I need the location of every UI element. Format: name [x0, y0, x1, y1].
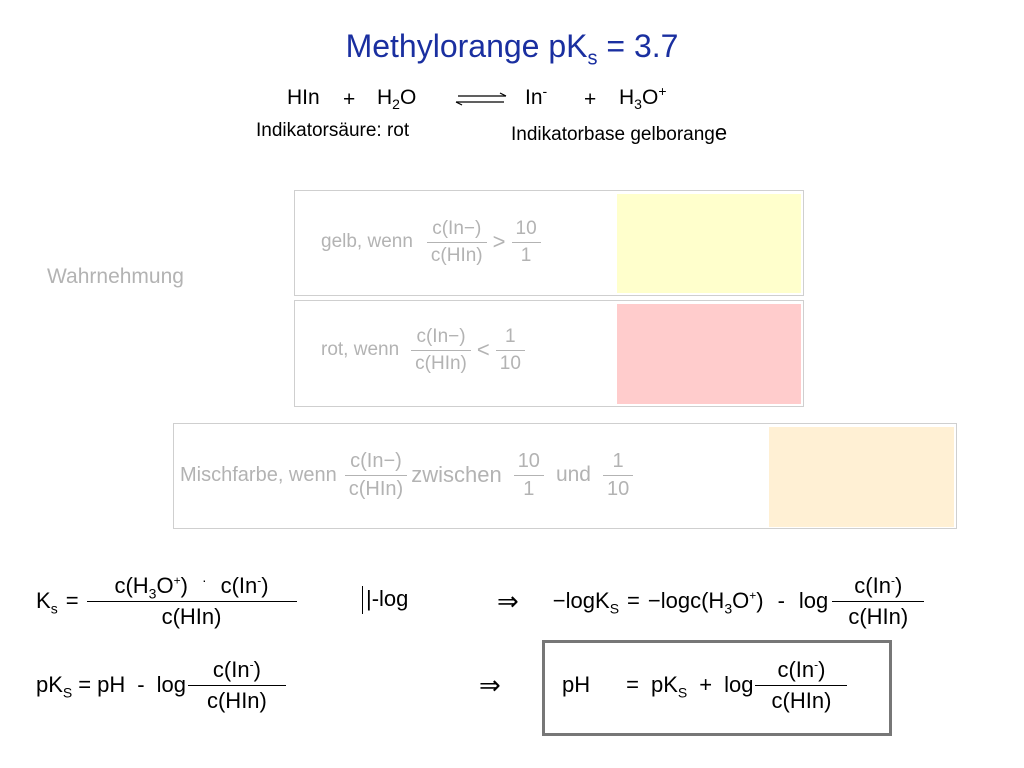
pks-equation: pKS = pH - log c(In-) c(HIn)	[36, 649, 286, 721]
equilibrium-arrow-icon	[455, 92, 507, 106]
neg-log-ks-equation: ⇒ −logKS = −logc(H3O+) - log c(In-) c(HI…	[497, 565, 925, 637]
yellow-condition: gelb, wenn c(In−) c(HIn) > 10 1	[321, 211, 541, 273]
red-condition: rot, wenn c(In−) c(HIn) < 1 10	[321, 319, 525, 381]
yellow-condition-text: gelb, wenn	[321, 231, 413, 252]
reaction-water: H2O	[377, 86, 417, 113]
reaction-hin: HIn	[287, 86, 320, 109]
and-text: und	[555, 463, 591, 486]
slide-title: Methylorange pKs = 3.7	[345, 28, 679, 70]
hh-fraction: c(In-) c(HIn)	[755, 657, 848, 714]
henderson-hasselbalch-box	[542, 640, 892, 736]
mix-upper-fraction: 1 10	[602, 450, 634, 501]
reaction-hydronium: H3O+	[619, 83, 667, 113]
mix-lower-fraction: 10 1	[513, 450, 544, 501]
equals-sign: =	[65, 588, 79, 613]
pks-fraction: c(In-) c(HIn)	[187, 657, 286, 714]
between-text: zwischen	[411, 462, 502, 487]
reaction-in-minus: In-	[525, 83, 548, 109]
reaction-plus-1: +	[343, 88, 356, 111]
red-threshold-fraction: 1 10	[495, 326, 525, 375]
implies-arrow-icon: ⇒	[497, 585, 519, 616]
less-than-sign: <	[476, 337, 490, 362]
mix-condition: Mischfarbe, wenn c(In−) c(HIn) zwischen 1…	[180, 434, 634, 516]
mix-ratio-fraction: c(In−) c(HIn)	[344, 450, 408, 501]
neg-log-fraction: c(In-) c(HIn)	[832, 573, 925, 630]
ks-fraction: c(H3O+) · c(In-) c(HIn)	[86, 572, 297, 630]
perception-label: Wahrnehmung	[47, 265, 184, 288]
ks-symbol: Ks	[36, 588, 58, 617]
orange-color-swatch	[769, 427, 954, 527]
implies-arrow-2-icon: ⇒	[479, 670, 501, 700]
acid-label: Indikatorsäure: rot	[256, 120, 410, 141]
mix-condition-text: Mischfarbe, wenn	[180, 463, 337, 486]
ks-equation: Ks = c(H3O+) · c(In-) c(HIn)	[36, 565, 297, 637]
greater-than-sign: >	[492, 229, 506, 254]
log-operation: |-log	[362, 586, 408, 615]
red-condition-box: rot, wenn c(In−) c(HIn) < 1 10	[294, 300, 804, 407]
yellow-color-swatch	[617, 194, 801, 293]
henderson-hasselbalch-equation: pH = pKS + log c(In-) c(HIn)	[562, 649, 848, 721]
red-color-swatch	[617, 304, 801, 404]
reaction-plus-2: +	[584, 88, 597, 111]
red-condition-text: rot, wenn	[321, 339, 400, 360]
red-ratio-fraction: c(In−) c(HIn)	[411, 326, 471, 375]
mix-condition-box: Mischfarbe, wenn c(In−) c(HIn) zwischen 1…	[173, 423, 957, 529]
yellow-ratio-fraction: c(In−) c(HIn)	[426, 218, 487, 267]
yellow-threshold-fraction: 10 1	[511, 218, 541, 267]
yellow-condition-box: gelb, wenn c(In−) c(HIn) > 10 1	[294, 190, 804, 296]
base-label: Indikatorbase gelborange	[511, 120, 728, 145]
